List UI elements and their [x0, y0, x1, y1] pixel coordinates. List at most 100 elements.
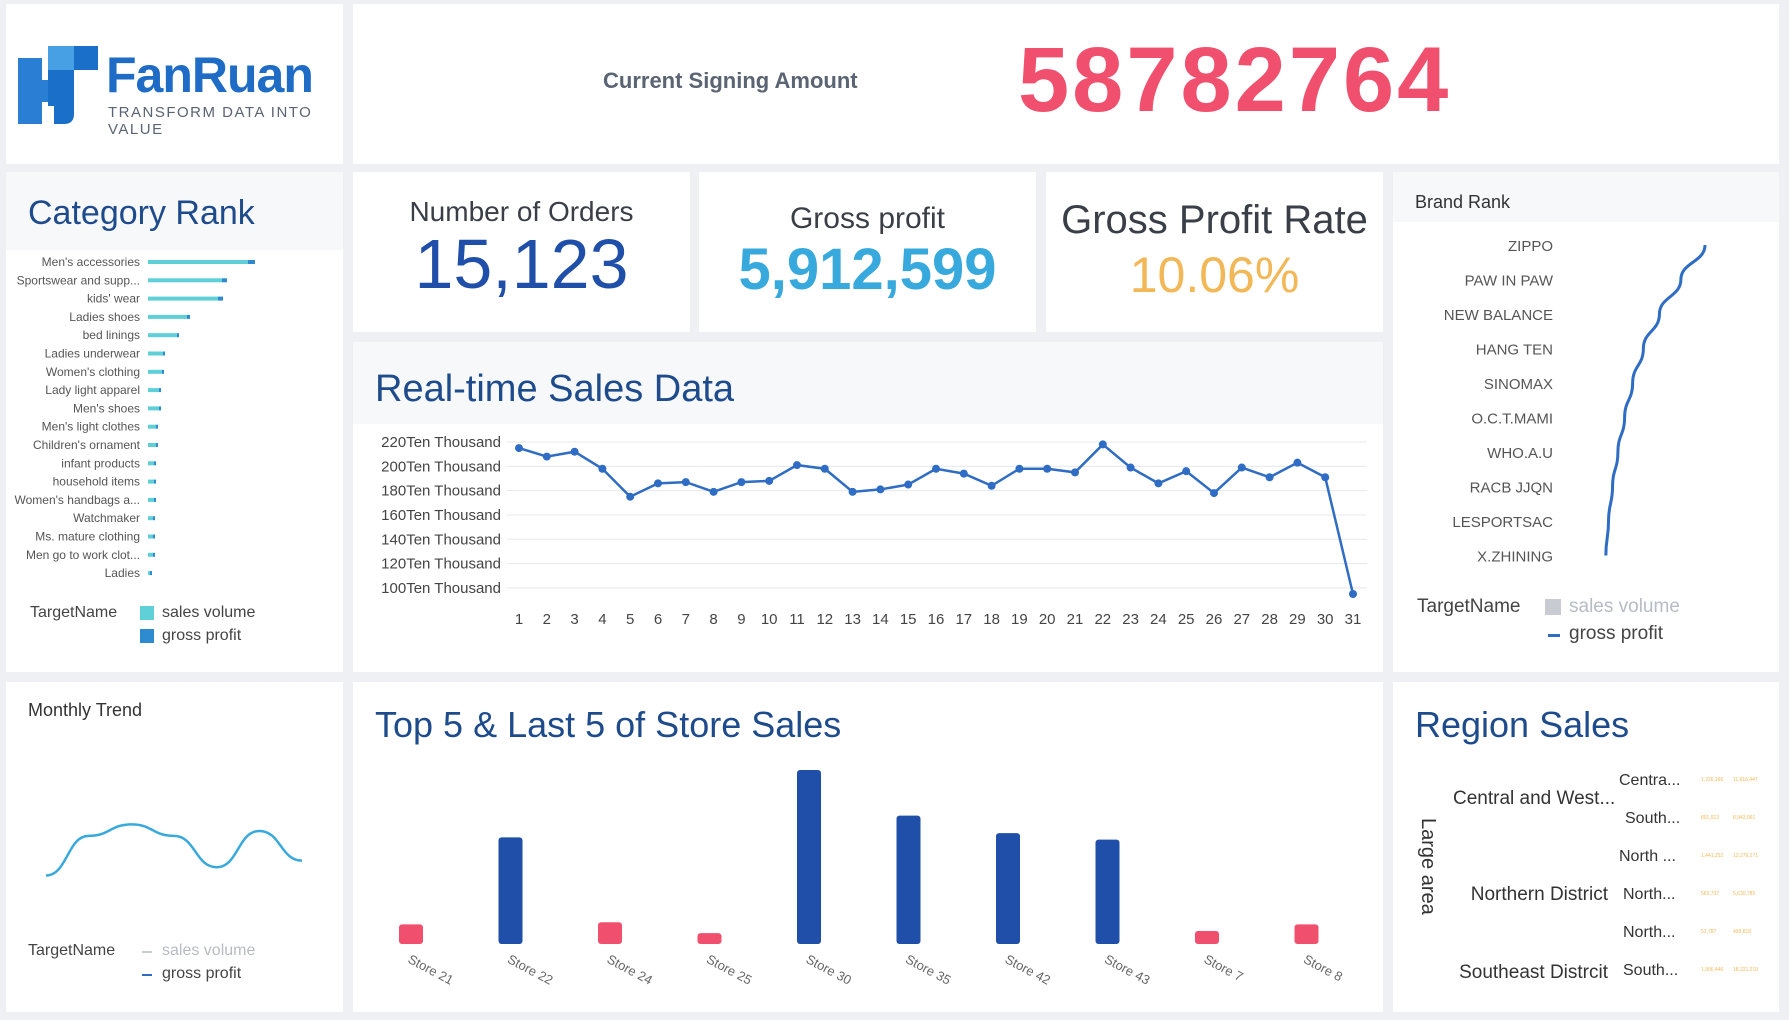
realtime-x-tick: 17	[955, 611, 972, 628]
realtime-sales-panel: Real-time Sales Data 220Ten Thousand 200T…	[353, 342, 1383, 672]
logo-panel: FanRuan TRANSFORM DATA INTO VALUE	[6, 4, 343, 164]
store-label: Store 22	[505, 951, 555, 987]
monthly-trend-panel: Monthly Trend TargetName sales volume gr…	[6, 682, 343, 1012]
kpi-orders-card: Number of Orders 15,123	[353, 172, 690, 332]
realtime-x-tick: 23	[1122, 611, 1139, 628]
realtime-point	[1265, 473, 1274, 482]
category-legend-target: TargetName	[30, 604, 118, 621]
realtime-point	[1349, 590, 1357, 598]
brand-label: O.C.T.MAMI	[1471, 411, 1553, 428]
brand-series-line	[1604, 244, 1707, 556]
category-profit-bar	[154, 497, 156, 502]
realtime-y-tick: 200Ten Thousand	[381, 458, 501, 475]
realtime-x-tick: 4	[598, 611, 606, 628]
category-sales-bar	[148, 406, 159, 411]
monthly-legend-profit: gross profit	[162, 965, 242, 982]
category-sales-bar	[148, 296, 218, 301]
category-label: Children's ornament	[33, 438, 141, 452]
region-axis-label: Large area	[1417, 818, 1439, 915]
category-profit-bar	[248, 260, 255, 264]
store-label: Store 25	[704, 951, 754, 987]
category-label: Men's accessories	[42, 255, 140, 269]
region-row-label: North...	[1623, 886, 1676, 903]
realtime-y-tick: 180Ten Thousand	[381, 483, 501, 500]
region-row: North... 51,787 499,818	[1619, 924, 1779, 946]
realtime-y-tick: 220Ten Thousand	[381, 434, 501, 451]
category-label: Women's clothing	[46, 365, 140, 379]
category-label: Watchmaker	[73, 511, 140, 525]
region-row-value: 18,221,219	[1733, 967, 1759, 973]
category-legend-profit-swatch	[140, 629, 154, 643]
category-label: Men go to work clot...	[26, 548, 140, 562]
category-sales-bar	[148, 333, 177, 338]
realtime-point	[1321, 473, 1330, 482]
region-row-label: North...	[1623, 924, 1676, 941]
realtime-point	[820, 464, 829, 473]
kpi-profit-label: Gross profit	[789, 202, 946, 235]
brand-label: WHO.A.U	[1487, 445, 1553, 462]
realtime-x-tick: 20	[1039, 611, 1056, 628]
category-rank-header: Category Rank	[6, 172, 343, 250]
store-label: Store 7	[1202, 951, 1246, 984]
category-label: household items	[53, 475, 140, 489]
realtime-x-tick: 5	[626, 611, 634, 628]
realtime-point	[904, 480, 913, 489]
region-group-northern: Northern District	[1470, 884, 1608, 905]
realtime-point	[542, 452, 551, 461]
brand-label: RACB JJQN	[1470, 480, 1553, 497]
monthly-legend-sales: sales volume	[162, 942, 256, 959]
realtime-point	[737, 478, 746, 487]
region-row-label: South...	[1623, 962, 1679, 979]
brand-legend-sales-swatch	[1545, 599, 1561, 615]
realtime-point	[1154, 479, 1163, 488]
category-profit-bar	[159, 388, 161, 393]
category-profit-bar	[153, 516, 155, 521]
store-label: Store 24	[605, 951, 655, 987]
store-sales-chart: Store 21 Store 22 Store 24 Store 25 Store 30…	[399, 770, 1345, 988]
store-bar	[498, 837, 523, 944]
store-label: Store 8	[1301, 951, 1345, 984]
category-label: Lady light apparel	[45, 383, 140, 397]
region-row-value: 1,441,252	[1701, 853, 1724, 859]
store-bar	[1095, 839, 1120, 944]
category-sales-bar	[148, 552, 153, 557]
realtime-x-tick: 31	[1345, 611, 1362, 628]
category-label: Ladies shoes	[69, 310, 140, 324]
realtime-point	[1237, 463, 1246, 472]
realtime-x-tick: 28	[1261, 611, 1278, 628]
logo-wordmark: FanRuan	[106, 47, 314, 103]
realtime-y-tick: 120Ten Thousand	[381, 556, 501, 573]
realtime-x-tick: 14	[872, 611, 889, 628]
realtime-point	[765, 476, 774, 485]
realtime-x-tick: 2	[543, 611, 551, 628]
brand-label: ZIPPO	[1508, 238, 1553, 255]
realtime-point	[626, 492, 635, 501]
category-label: Women's handbags a...	[15, 493, 140, 507]
realtime-point	[654, 479, 662, 488]
category-legend-sales: sales volume	[162, 604, 256, 621]
brand-legend-target: TargetName	[1417, 596, 1521, 617]
monthly-series-line	[45, 823, 303, 877]
category-sales-bar	[148, 314, 187, 319]
region-row-value: 51,787	[1701, 929, 1717, 935]
realtime-header: Real-time Sales Data	[353, 342, 1383, 424]
category-label: bed linings	[83, 328, 140, 342]
realtime-point	[1015, 464, 1024, 473]
realtime-point	[1098, 440, 1107, 449]
brand-rank-panel: Brand Rank ZIPPO PAW IN PAW NEW BALANCE HAN…	[1393, 172, 1779, 672]
region-row: North... 563,737 5,630,785	[1619, 886, 1779, 908]
region-row: South... 801,913 8,943,061	[1619, 810, 1779, 832]
store-bar	[399, 924, 423, 944]
store-bar	[598, 922, 622, 944]
realtime-x-tick: 19	[1011, 611, 1028, 628]
realtime-x-tick: 21	[1067, 611, 1084, 628]
realtime-chart: 220Ten Thousand 200Ten Thousand 180Ten Tho…	[381, 434, 1367, 628]
realtime-x-tick: 13	[844, 611, 861, 628]
category-profit-bar	[222, 278, 227, 283]
signing-amount-value: 58782764	[1018, 29, 1452, 131]
category-profit-bar	[218, 296, 223, 301]
store-sales-title: Top 5 & Last 5 of Store Sales	[375, 704, 842, 745]
category-rank-chart: Men's accessories Sportswear and supp... k…	[15, 255, 255, 580]
realtime-point	[570, 447, 579, 456]
store-bar	[1195, 930, 1219, 944]
